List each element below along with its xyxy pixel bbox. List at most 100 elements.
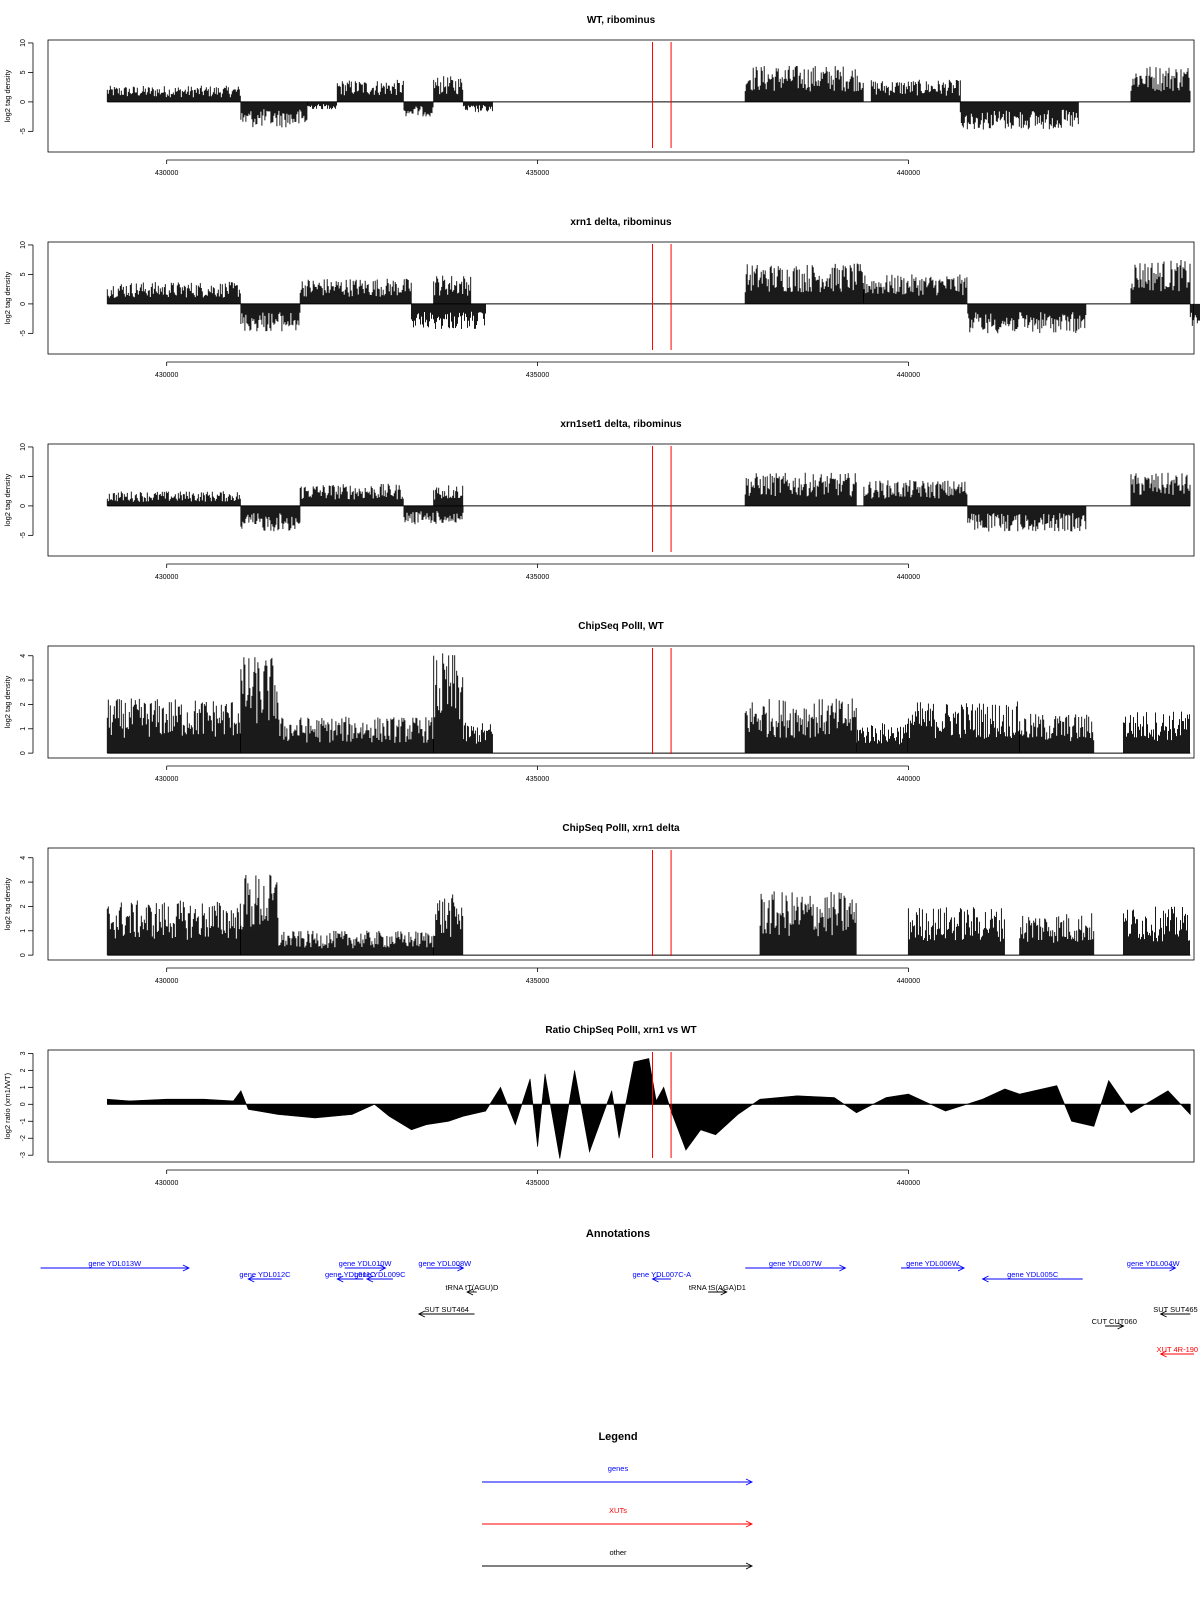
arrow-head <box>1169 1264 1177 1272</box>
annotation-label: CUT CUT060 <box>1092 1317 1137 1326</box>
annotation-label: SUT SUT464 <box>424 1305 468 1314</box>
plot-frame <box>47 39 1195 153</box>
x-tick-label: 440000 <box>897 776 920 783</box>
annotation-arrow <box>365 1275 393 1283</box>
y-tick-label: 1 <box>20 929 27 933</box>
arrow-head <box>466 1288 474 1296</box>
y-tick-label: 3 <box>20 880 27 884</box>
panel-title: xrn1 delta, ribominus <box>570 217 672 228</box>
track-panel: WT, ribominus -5 0 5 10 log2 tag density 43000… <box>3 15 1195 177</box>
annotation-label: gene YDL005C <box>1007 1270 1059 1279</box>
arrow-head <box>379 1264 387 1272</box>
y-tick-label: 4 <box>20 654 27 658</box>
y-tick-label: 3 <box>20 1051 27 1055</box>
legend-label: genes <box>608 1464 629 1473</box>
arrow-head <box>651 1275 659 1283</box>
bar-series <box>106 260 1200 334</box>
legend-arrow <box>482 1562 754 1570</box>
arrow-head <box>182 1264 190 1272</box>
y-tick-label: 5 <box>20 474 27 478</box>
arrow-head <box>336 1275 344 1283</box>
annotation-label: gene YDL010W <box>339 1259 393 1268</box>
panel-title: xrn1set1 delta, ribominus <box>560 419 682 430</box>
annotation-arrow <box>981 1275 1083 1283</box>
annotations-title: Annotations <box>586 1228 650 1240</box>
arrow-head <box>745 1562 754 1570</box>
y-tick-label: 0 <box>20 953 27 957</box>
annotation-label: gene YDL011C <box>325 1270 376 1279</box>
annotation-arrow <box>40 1264 190 1272</box>
x-tick-label: 430000 <box>155 978 178 985</box>
annotation-arrow <box>336 1275 364 1283</box>
y-tick-label: -5 <box>20 532 27 538</box>
x-tick-label: 440000 <box>897 574 920 581</box>
arrow-head <box>720 1288 728 1296</box>
bar-mark <box>106 653 1190 754</box>
x-tick-label: 435000 <box>526 978 549 985</box>
y-tick-label: -1 <box>20 1118 27 1124</box>
bar-mark <box>106 260 1200 334</box>
ratio-area <box>107 1058 1191 1159</box>
y-tick-label: 10 <box>20 39 27 47</box>
x-tick-label: 435000 <box>526 1180 549 1187</box>
bar-series <box>106 472 1191 532</box>
bar-series <box>106 66 1191 130</box>
plot-frame <box>47 443 1195 557</box>
annotation-arrow <box>651 1275 672 1283</box>
annotation-arrow <box>1104 1322 1125 1330</box>
annotation-label: tRNA tS(AGA)D1 <box>689 1283 746 1292</box>
bar-mark <box>106 66 1191 130</box>
panel-title: ChipSeq PolII, xrn1 delta <box>562 823 680 834</box>
annotation-arrow <box>745 1264 847 1272</box>
y-tick-label: 2 <box>20 904 27 908</box>
y-tick-label: 4 <box>20 856 27 860</box>
y-axis-label: log2 tag density <box>3 877 12 930</box>
arrow-head <box>839 1264 847 1272</box>
arrow-head <box>745 1520 754 1528</box>
x-tick-label: 435000 <box>526 170 549 177</box>
track-panel: xrn1 delta, ribominus -5 0 5 10 log2 tag dens… <box>3 217 1200 379</box>
bar-mark <box>106 874 1190 956</box>
panel-title: WT, ribominus <box>587 15 656 26</box>
plot-frame <box>47 847 1195 961</box>
panel-title: ChipSeq PolII, WT <box>578 621 664 632</box>
annotation-label: gene YDL013W <box>88 1259 142 1268</box>
y-axis-label: log2 tag density <box>3 271 12 324</box>
y-tick-label: 0 <box>20 100 27 104</box>
y-tick-label: 1 <box>20 727 27 731</box>
annotation-arrow <box>901 1264 966 1272</box>
plot-frame <box>47 1049 1195 1163</box>
track-panel: ChipSeq PolII, WT 0 1 2 3 4 log2 tag density 43… <box>3 621 1195 783</box>
y-tick-label: -5 <box>20 128 27 134</box>
plot-frame <box>47 241 1195 355</box>
x-tick-label: 440000 <box>897 170 920 177</box>
y-axis-label: log2 tag density <box>3 69 12 122</box>
y-axis-label: log2 ratio (xrn1/WT) <box>3 1072 12 1139</box>
x-tick-label: 430000 <box>155 574 178 581</box>
arrow-head <box>981 1275 989 1283</box>
y-tick-label: 1 <box>20 1085 27 1089</box>
legend-label: other <box>609 1548 627 1557</box>
panel-title: Ratio ChipSeq PolII, xrn1 vs WT <box>545 1025 696 1036</box>
bar-mark <box>106 472 1191 532</box>
x-tick-label: 440000 <box>897 1180 920 1187</box>
annotations-panel: Annotations gene YDL013W gene YDL012C gene… <box>40 1228 1198 1358</box>
y-tick-label: 10 <box>20 241 27 249</box>
y-tick-label: -5 <box>20 330 27 336</box>
x-tick-label: 435000 <box>526 776 549 783</box>
bar-series <box>106 874 1190 956</box>
track-panel: ChipSeq PolII, xrn1 delta 0 1 2 3 4 log2 tag d… <box>3 823 1195 985</box>
y-tick-label: 0 <box>20 751 27 755</box>
y-axis-label: log2 tag density <box>3 675 12 728</box>
annotation-arrow <box>466 1288 477 1296</box>
legend-arrow <box>482 1478 754 1486</box>
annotation-arrow <box>247 1275 282 1283</box>
y-tick-label: 0 <box>20 1102 27 1106</box>
legend-title: Legend <box>598 1431 637 1443</box>
x-tick-label: 435000 <box>526 372 549 379</box>
legend-panel: Legend genes XUTs other <box>482 1431 754 1570</box>
annotation-label: gene YDL008W <box>418 1259 472 1268</box>
annotation-label: gene YDL004W <box>1127 1259 1181 1268</box>
y-tick-label: 2 <box>20 702 27 706</box>
y-tick-label: 5 <box>20 272 27 276</box>
